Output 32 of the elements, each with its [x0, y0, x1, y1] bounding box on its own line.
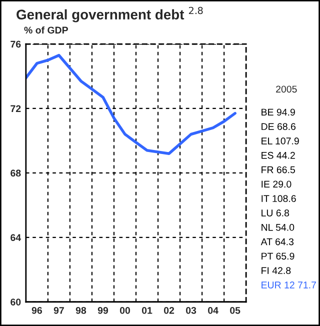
x-tick-label: 04 [208, 306, 218, 314]
y-tick-label: 68 [10, 170, 21, 177]
x-tick-label: 01 [142, 306, 152, 314]
y-tick-label: 64 [10, 234, 22, 242]
x-tick-label: 03 [186, 306, 196, 314]
text: DE 68.6 [262, 123, 296, 130]
text: ES 44.2 [262, 152, 295, 159]
line-series [26, 54, 236, 155]
x-tick-label: 02 [164, 306, 174, 314]
text: BE 94.9 [262, 108, 295, 116]
x-tick-label: 96 [32, 306, 42, 314]
text: IE 29.0 [262, 180, 292, 188]
text: PT 65.9 [262, 252, 294, 260]
x-tick-label: 98 [76, 306, 86, 314]
x-tick-label: 00 [120, 306, 130, 314]
y-tick-label: 72 [10, 105, 21, 112]
text: EL 107.9 [262, 138, 299, 144]
chart-title: General government debt $^{2.8}$ [16, 6, 203, 22]
y-axis-title: % of GDP [24, 26, 68, 34]
x-tick-label: 05 [230, 306, 240, 314]
y-tick-label: 60 [10, 298, 21, 306]
y-tick-label: 76 [10, 40, 21, 48]
text: 2005 [276, 86, 297, 93]
text: AT 64.3 [260, 238, 294, 246]
text: FR 66.5 [262, 166, 295, 174]
text: LU 6.8 [262, 210, 290, 216]
text: NL 54.0 [262, 224, 294, 231]
text: EUR 12 71.7 [262, 282, 316, 288]
x-tick-label: 97 [54, 306, 64, 314]
text: FI 42.8 [262, 267, 291, 274]
x-tick-label: 99 [98, 306, 108, 314]
text: IT 108.6 [262, 195, 296, 202]
